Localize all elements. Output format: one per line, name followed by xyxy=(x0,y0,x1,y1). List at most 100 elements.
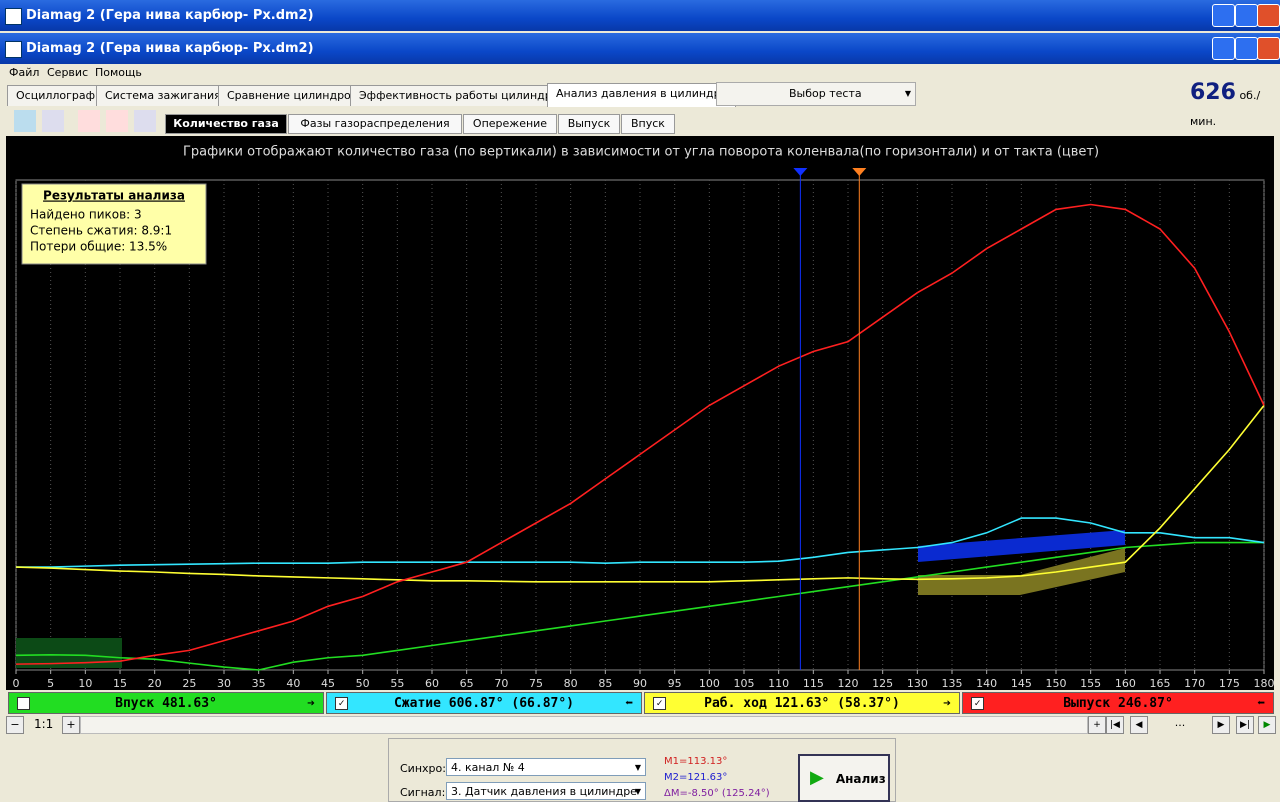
subtab[interactable]: Впуск xyxy=(621,114,675,134)
play-button[interactable]: ▶ xyxy=(1258,716,1276,734)
tab[interactable]: Осциллограф xyxy=(7,85,105,106)
close[interactable] xyxy=(1257,4,1280,27)
legend-item: ✓ Выпуск 246.87° ⬅ xyxy=(962,692,1274,714)
x-tick-label: 160 xyxy=(1115,677,1136,690)
tab[interactable]: Система зажигания xyxy=(96,85,230,106)
x-tick-label: 10 xyxy=(78,677,92,690)
analysis-line: Степень сжатия: 8.9:1 xyxy=(30,224,172,238)
rpm-unit: об./мин. xyxy=(1190,89,1261,128)
analysis-line: Найдено пиков: 3 xyxy=(30,208,142,222)
x-tick-label: 85 xyxy=(598,677,612,690)
tab[interactable]: Эффективность работы цилиндров xyxy=(350,85,574,106)
sync-value: 4. канал № 4 xyxy=(451,761,525,774)
scrollbar[interactable] xyxy=(80,716,1088,734)
legend-label: Впуск 481.63° xyxy=(115,696,217,711)
zoom-in[interactable]: + xyxy=(62,716,80,734)
minimize[interactable] xyxy=(1212,4,1235,27)
marker-1: M1=113.13° xyxy=(664,756,728,767)
title-bar: Diamag 2 (Гера нива карбюр- Px.dm2) xyxy=(0,33,1280,64)
nav-button[interactable]: + xyxy=(1088,716,1106,734)
maximize[interactable] xyxy=(1235,37,1258,60)
test-select-label: Выбор теста xyxy=(789,87,862,100)
x-tick-label: 130 xyxy=(907,677,928,690)
nav-button[interactable]: ▶ xyxy=(1212,716,1230,734)
x-tick-label: 115 xyxy=(803,677,824,690)
signal-combo[interactable]: 3. Датчик давления в цилиндре ▼ xyxy=(446,782,646,800)
window-title: Diamag 2 (Гера нива карбюр- Px.dm2) xyxy=(26,41,314,56)
x-tick-label: 180 xyxy=(1254,677,1275,690)
tool-button[interactable] xyxy=(106,110,128,132)
x-tick-label: 20 xyxy=(148,677,162,690)
chart-title: Графики отображают количество газа (по в… xyxy=(183,145,1099,160)
page-indicator: ... xyxy=(1174,716,1186,729)
zoom-out[interactable]: − xyxy=(6,716,24,734)
close[interactable] xyxy=(1257,37,1280,60)
analyze-button[interactable]: ▶ Анализ xyxy=(798,754,890,802)
analysis-line: Потери общие: 13.5% xyxy=(30,240,167,254)
window-title: Diamag 2 (Гера нива карбюр- Px.dm2) xyxy=(26,8,314,23)
legend-checkbox[interactable]: ✓ xyxy=(971,697,984,710)
legend-label: Сжатие 606.87° (66.87°) xyxy=(393,696,574,711)
x-tick-label: 80 xyxy=(564,677,578,690)
chart-area: Графики отображают количество газа (по в… xyxy=(6,136,1275,690)
x-tick-label: 125 xyxy=(872,677,893,690)
data-line xyxy=(15,203,1265,665)
legend-label: Выпуск 246.87° xyxy=(1063,696,1173,711)
x-tick-label: 40 xyxy=(286,677,300,690)
menu-item[interactable]: Помощь xyxy=(95,66,142,79)
x-tick-label: 45 xyxy=(321,677,335,690)
x-tick-label: 105 xyxy=(734,677,755,690)
x-tick-label: 60 xyxy=(425,677,439,690)
legend-arrow: ⬅ xyxy=(625,696,633,711)
marker-delta: ΔM=-8.50° (125.24°) xyxy=(664,788,770,799)
marker-handle xyxy=(852,168,867,176)
x-tick-label: 55 xyxy=(390,677,404,690)
x-tick-label: 5 xyxy=(47,677,54,690)
menu-item[interactable]: Файл xyxy=(9,66,40,79)
test-select[interactable]: Выбор теста ▼ xyxy=(716,82,916,106)
minimize[interactable] xyxy=(1212,37,1235,60)
tool-button[interactable] xyxy=(14,110,36,132)
tab[interactable]: Анализ давления в цилиндре xyxy=(547,83,737,107)
analyze-label: Анализ xyxy=(835,772,886,786)
sync-combo[interactable]: 4. канал № 4 ▼ xyxy=(446,758,646,776)
tool-button[interactable] xyxy=(134,110,156,132)
x-tick-label: 140 xyxy=(976,677,997,690)
shaded-region xyxy=(918,548,1125,595)
nav-button[interactable]: ◀ xyxy=(1130,716,1148,734)
tool-button[interactable] xyxy=(78,110,100,132)
x-tick-label: 110 xyxy=(768,677,789,690)
x-tick-label: 50 xyxy=(356,677,370,690)
legend-checkbox[interactable]: ✓ xyxy=(653,697,666,710)
x-tick-label: 175 xyxy=(1219,677,1240,690)
x-tick-label: 150 xyxy=(1046,677,1067,690)
subtab[interactable]: Количество газа xyxy=(165,114,287,134)
legend-checkbox[interactable]: ✓ xyxy=(335,697,348,710)
data-line xyxy=(15,404,1265,583)
tab[interactable]: Сравнение цилиндров xyxy=(218,85,367,106)
legend-arrow: ➔ xyxy=(307,696,315,711)
legend-checkbox[interactable] xyxy=(17,697,30,710)
marker-2: M2=121.63° xyxy=(664,772,728,783)
legend-item: Впуск 481.63° ➔ xyxy=(8,692,324,714)
shaded-region xyxy=(918,530,1125,562)
x-tick-label: 90 xyxy=(633,677,647,690)
legend-item: ✓ Сжатие 606.87° (66.87°) ⬅ xyxy=(326,692,642,714)
rpm-value: 626 xyxy=(1190,80,1236,105)
tool-button[interactable] xyxy=(42,110,64,132)
x-tick-label: 15 xyxy=(113,677,127,690)
nav-button[interactable]: |◀ xyxy=(1106,716,1124,734)
x-tick-label: 165 xyxy=(1150,677,1171,690)
nav-button[interactable]: ▶| xyxy=(1236,716,1254,734)
x-tick-label: 30 xyxy=(217,677,231,690)
x-tick-label: 170 xyxy=(1184,677,1205,690)
legend-item: ✓ Раб. ход 121.63° (58.37°) ➔ xyxy=(644,692,960,714)
zoom-level: 1:1 xyxy=(34,717,54,731)
subtab[interactable]: Выпуск xyxy=(558,114,620,134)
subtab[interactable]: Фазы газораспределения xyxy=(288,114,462,134)
menu-item[interactable]: Сервис xyxy=(47,66,89,79)
signal-label: Сигнал: xyxy=(400,786,446,799)
maximize[interactable] xyxy=(1235,4,1258,27)
subtab[interactable]: Опережение xyxy=(463,114,557,134)
